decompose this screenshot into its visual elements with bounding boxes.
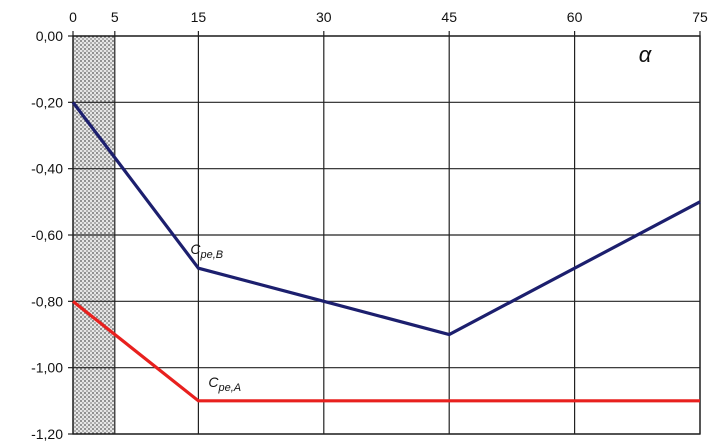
y-tick-label: -1,00 [31, 360, 63, 376]
x-tick-label: 0 [69, 9, 77, 25]
series-label-main: C [190, 241, 201, 257]
y-tick-label: -0,40 [31, 161, 63, 177]
y-tick-label: -0,60 [31, 227, 63, 243]
series-label: Cpe,B [190, 241, 223, 261]
series-line [71, 101, 701, 337]
y-tick-label: 0,00 [36, 28, 63, 44]
series-line [72, 300, 700, 403]
series-label-sub: pe,A [218, 382, 242, 394]
alpha-axis-symbol: α [639, 42, 653, 67]
x-tick-label: 30 [316, 9, 332, 25]
y-tick-label: -0,80 [31, 293, 63, 309]
y-tick-label: -1,20 [31, 426, 63, 442]
series-label-sub: pe,B [200, 249, 224, 261]
x-tick-label: 45 [441, 9, 457, 25]
x-tick-label: 5 [111, 9, 119, 25]
series-label: Cpe,A [208, 374, 241, 394]
y-tick-label: -0,20 [31, 94, 63, 110]
x-tick-label: 15 [191, 9, 207, 25]
series-label-main: C [208, 374, 219, 390]
x-tick-label: 60 [567, 9, 583, 25]
x-tick-label: 75 [692, 9, 708, 25]
